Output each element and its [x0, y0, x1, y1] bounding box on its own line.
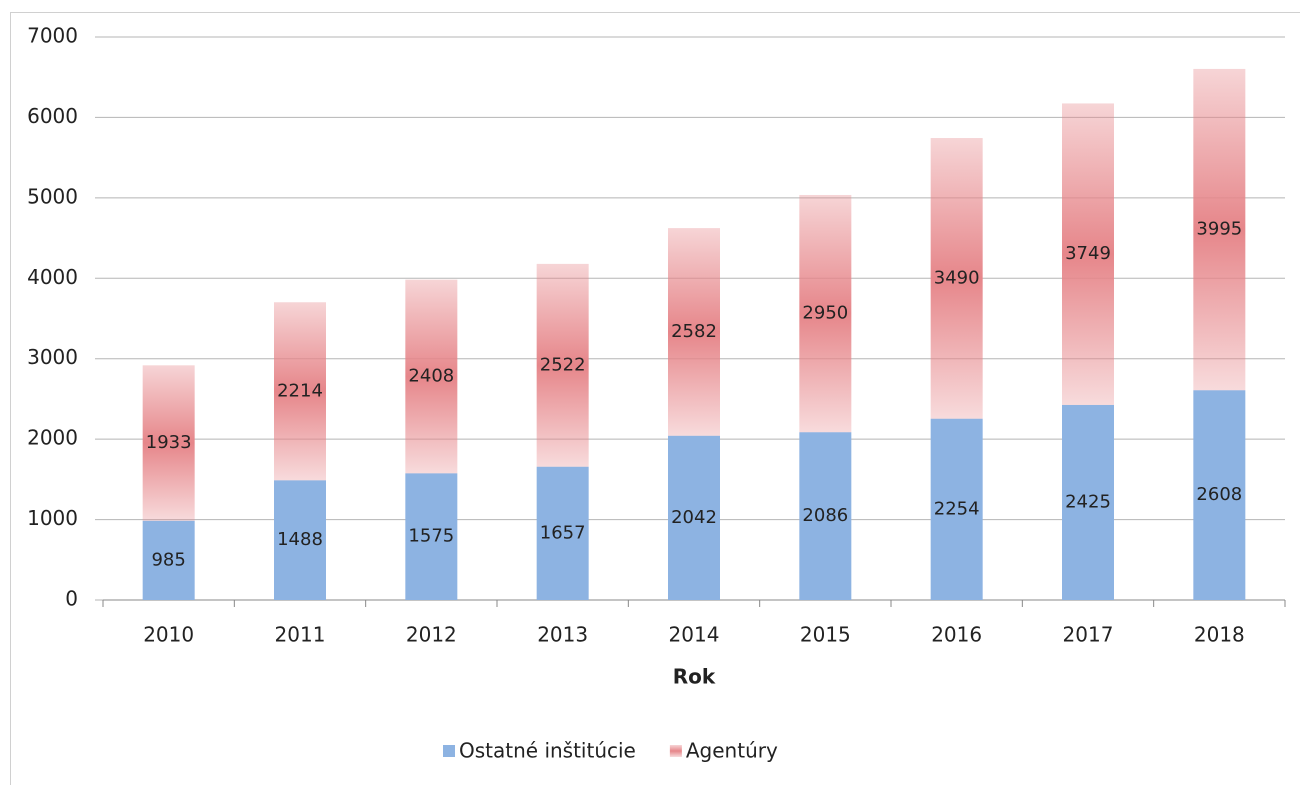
x-tick-label: 2011 [275, 623, 326, 647]
data-label: 2214 [277, 380, 323, 401]
data-label: 3749 [1065, 243, 1111, 264]
legend-label: Ostatné inštitúcie [459, 739, 636, 763]
x-tick-label: 2018 [1194, 623, 1245, 647]
data-label: 1933 [146, 432, 192, 453]
y-tick-label: 1000 [27, 506, 78, 530]
data-label: 1657 [540, 522, 586, 543]
data-label: 2042 [671, 507, 717, 528]
legend-swatch [669, 745, 682, 757]
y-tick-label: 7000 [27, 24, 78, 48]
data-label: 2950 [802, 303, 848, 324]
data-label: 3490 [934, 267, 980, 288]
bar-segment [799, 432, 852, 600]
bar-segment [536, 466, 589, 600]
bar-segment [1062, 103, 1114, 405]
bar-segment [274, 480, 326, 600]
bar-segment [1062, 404, 1114, 600]
bar-segment [799, 194, 852, 433]
data-label: 2608 [1196, 484, 1242, 505]
x-tick-label: 2010 [143, 623, 194, 647]
x-axis-title: Rok [673, 665, 716, 689]
bar-segment [142, 520, 195, 600]
bar-segment [142, 365, 195, 521]
x-tick-label: 2016 [931, 623, 982, 647]
y-tick-label: 3000 [27, 345, 78, 369]
y-tick-label: 2000 [27, 426, 78, 450]
bar-segment [668, 435, 720, 600]
x-tick-label: 2012 [406, 623, 457, 647]
y-tick-label: 5000 [27, 184, 78, 208]
y-tick-label: 6000 [27, 104, 78, 128]
data-label: 2254 [934, 498, 980, 519]
bar-segment [536, 263, 589, 467]
bar-segment [1193, 390, 1246, 600]
bar-segment [930, 138, 983, 419]
legend-label: Agentúry [686, 739, 778, 763]
x-tick-label: 2014 [669, 623, 720, 647]
data-label: 985 [151, 549, 185, 570]
bar-segment [274, 302, 326, 481]
data-label: 2086 [802, 505, 848, 526]
x-tick-label: 2017 [1063, 623, 1114, 647]
bar-segment [405, 279, 458, 474]
data-label: 2522 [540, 354, 586, 375]
y-tick-label: 0 [65, 587, 78, 611]
bar-segment [930, 418, 983, 600]
y-tick-label: 4000 [27, 265, 78, 289]
x-tick-label: 2015 [800, 623, 851, 647]
data-label: 2582 [671, 321, 717, 342]
x-tick-label: 2013 [537, 623, 588, 647]
data-label: 3995 [1196, 219, 1242, 240]
bar-segment [1193, 68, 1246, 391]
legend-swatch [443, 745, 455, 757]
data-label: 1488 [277, 529, 323, 550]
data-label: 2425 [1065, 491, 1111, 512]
data-label: 1575 [408, 526, 454, 547]
bar-segment [668, 228, 720, 436]
data-label: 2408 [408, 365, 454, 386]
bar-segment [405, 473, 458, 600]
